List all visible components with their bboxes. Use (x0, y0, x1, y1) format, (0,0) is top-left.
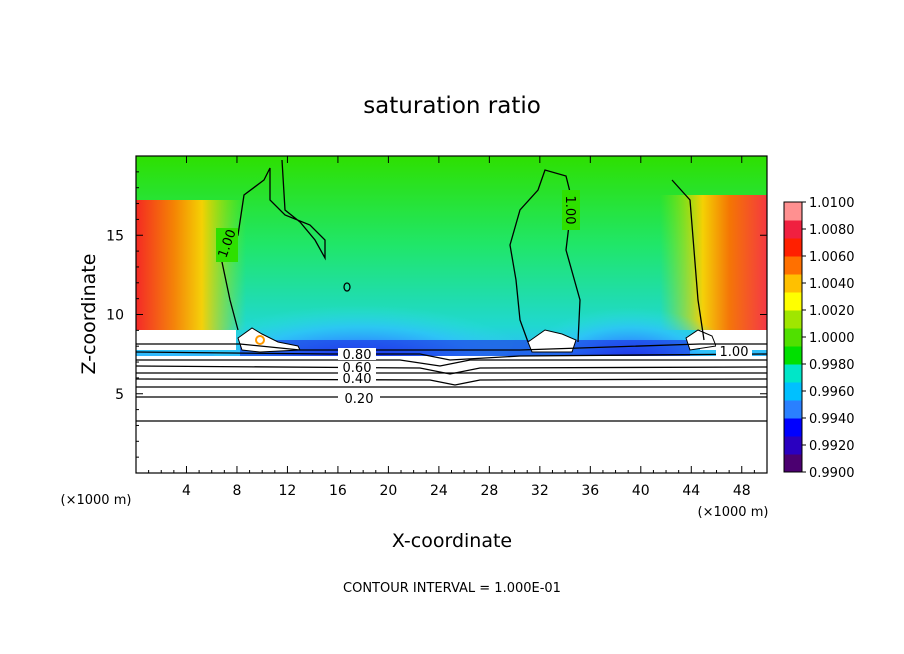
x-tick-label: 40 (632, 483, 650, 499)
colorbar-label: 1.0040 (809, 277, 855, 292)
colorbar-swatch (784, 256, 802, 275)
x-tick-label: 44 (682, 483, 700, 499)
x-unit-label: (×1000 m) (698, 505, 769, 520)
contour-lines (136, 159, 767, 422)
x-tick-label: 24 (430, 483, 448, 499)
x-tick-label: 16 (329, 483, 347, 499)
colorbar-swatch (784, 454, 802, 473)
colorbar-swatch (784, 364, 802, 383)
contour-band-f (136, 378, 767, 386)
contour-1-00-right (671, 179, 705, 341)
colorbar-swatch (784, 274, 802, 293)
contour-band-b (136, 351, 767, 361)
contour-label: 1.00 (720, 345, 749, 360)
x-tick-label: 8 (232, 483, 241, 499)
cloud-patch-3 (685, 329, 717, 351)
cloud-patch-2 (527, 329, 577, 353)
colorbar-swatch (784, 346, 802, 365)
contour-labels: 1.00 1.00 1.00 0.80 0.60 0.40 0.20 (216, 190, 752, 407)
colorbar-swatch (784, 238, 802, 257)
colorbar-label: 1.0080 (809, 223, 855, 238)
contour-label: 0.20 (345, 392, 374, 407)
colorbar-label: 0.9900 (809, 466, 855, 481)
x-tick-label: 12 (279, 483, 297, 499)
contour-band-a (136, 343, 767, 351)
field-left-white-gap (136, 330, 236, 350)
colorbar: 1.0100 1.0080 1.0060 1.0040 1.0020 1.0000 0.99… (783, 196, 855, 481)
colorbar-label: 1.0020 (809, 304, 855, 319)
x-tick-label: 36 (581, 483, 599, 499)
x-axis-ticks: 4 8 12 16 20 24 28 32 36 40 44 48 (148, 156, 755, 499)
colorbar-label: 0.9920 (809, 439, 855, 454)
colorbar-label: 0.9980 (809, 358, 855, 373)
colorbar-label: 0.9960 (809, 385, 855, 400)
heatmap-field (136, 156, 767, 473)
colorbar-label: 1.0000 (809, 331, 855, 346)
colorbar-swatch (784, 292, 802, 311)
colorbar-swatch (784, 328, 802, 347)
colorbar-swatch (784, 220, 802, 239)
x-tick-label: 48 (733, 483, 751, 499)
colorbar-swatch (784, 436, 802, 455)
contour-1-00-center (509, 169, 581, 343)
y-tick-label: 10 (106, 308, 124, 324)
x-tick-label: 32 (531, 483, 549, 499)
y-axis-ticks: 5 10 15 (106, 171, 767, 458)
z-unit-label: (×1000 m) (61, 493, 132, 508)
contour-band-d (136, 365, 767, 375)
contour-interval-note: CONTOUR INTERVAL = 1.000E-01 (343, 581, 561, 596)
colorbar-swatch (784, 418, 802, 437)
field-lower-white (136, 356, 767, 473)
colorbar-swatch (784, 382, 802, 401)
orange-spot (255, 335, 266, 345)
x-tick-label: 20 (379, 483, 397, 499)
colorbar-swatch (784, 310, 802, 329)
chart-title: saturation ratio (363, 93, 541, 119)
x-axis-label: X-coordinate (392, 530, 512, 552)
y-tick-label: 5 (115, 387, 124, 403)
x-tick-label: 28 (480, 483, 498, 499)
contour-band-c (136, 359, 767, 367)
contour-label: 0.80 (343, 348, 372, 363)
colorbar-label: 1.0060 (809, 250, 855, 265)
colorbar-swatch (784, 202, 802, 221)
y-tick-label: 15 (106, 228, 124, 244)
colorbar-label: 0.9940 (809, 412, 855, 427)
contour-label: 0.40 (343, 372, 372, 387)
colorbar-swatch (784, 400, 802, 419)
contour-1-00-dot (343, 282, 351, 292)
x-tick-label: 4 (182, 483, 191, 499)
contour-label: 1.00 (562, 196, 577, 225)
colorbar-label: 1.0100 (809, 196, 855, 211)
y-axis-label: Z-coordinate (78, 254, 100, 375)
